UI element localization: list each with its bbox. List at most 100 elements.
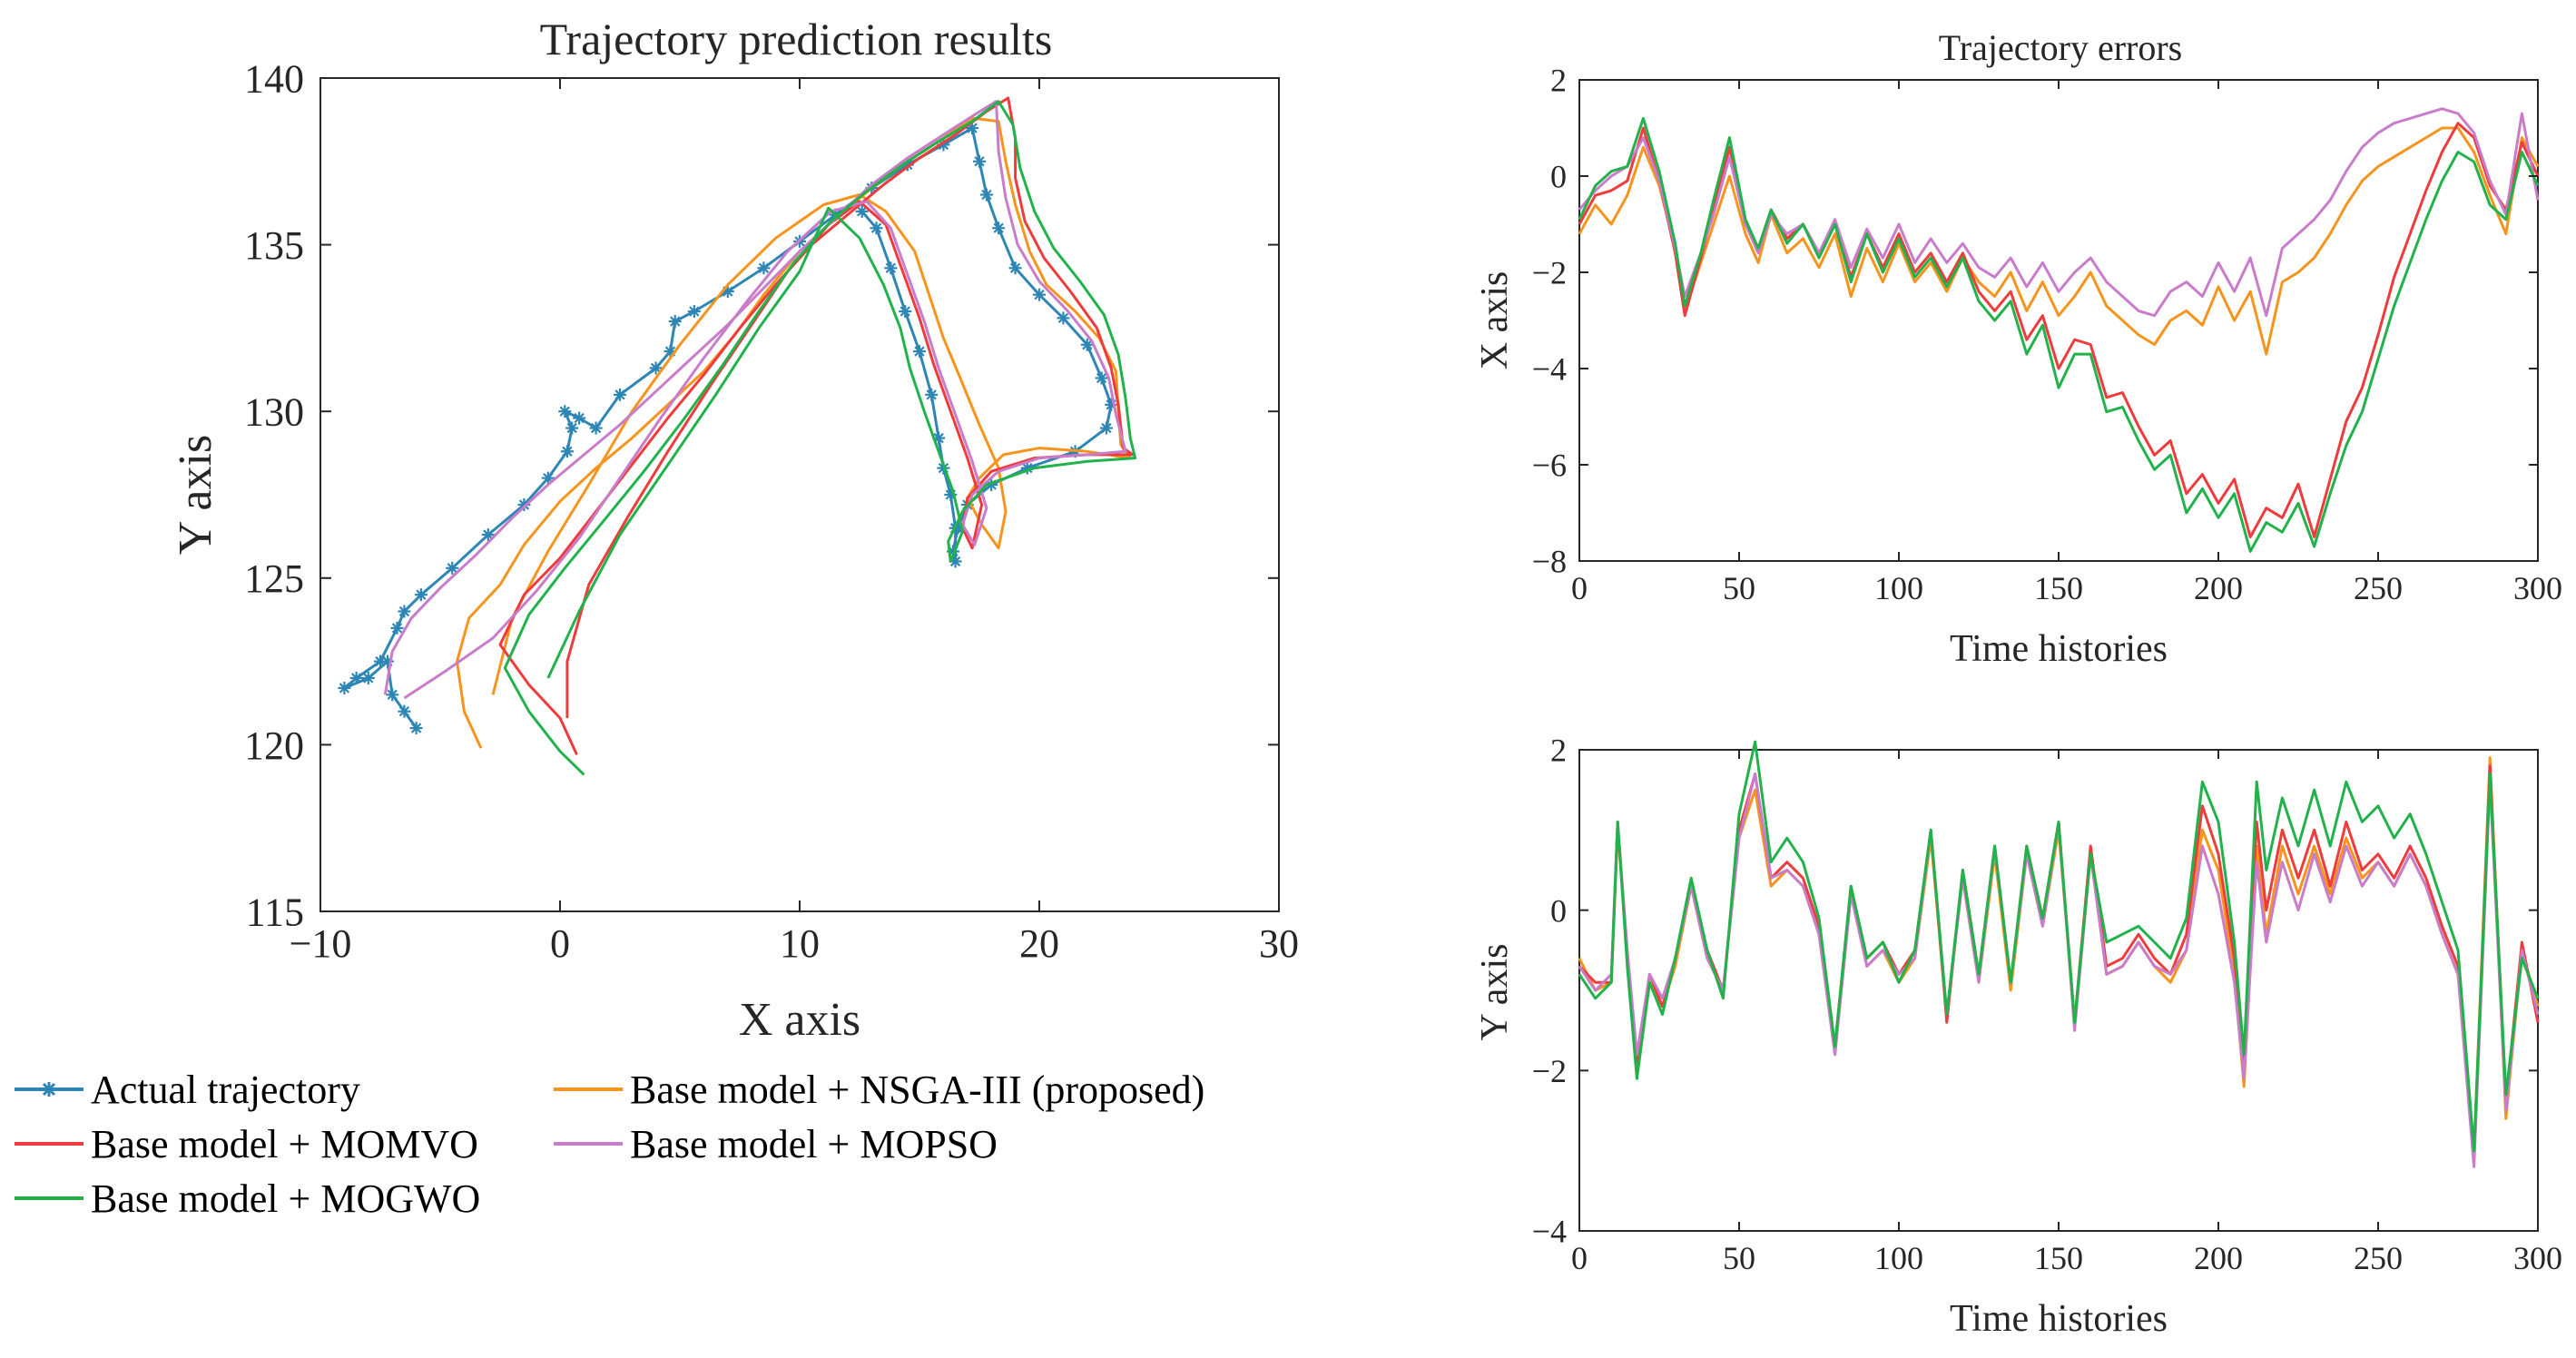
yerr-xtick-label-1: 50 (1723, 1240, 1755, 1276)
xerr-xtick-label-0: 0 (1571, 570, 1588, 606)
xerr-series-nsga (1578, 126, 2540, 356)
legend-swatch-mogwo (15, 1196, 84, 1200)
traj-actual-point-36 (1008, 261, 1022, 275)
xerr-series-momvo (1578, 122, 2540, 538)
yerr-ylabel: Y axis (1474, 944, 1516, 1041)
traj-series-mopso (383, 100, 1127, 700)
traj-ytick-label-2: 125 (244, 556, 304, 601)
traj-actual-point-8 (390, 621, 404, 635)
legend-item-actual: Actual trajectory (13, 1068, 360, 1112)
traj-actual-point-18 (573, 411, 586, 425)
traj-actual-point-16 (565, 421, 579, 435)
traj-actual-point-9 (398, 605, 411, 618)
traj-xlabel: X axis (739, 994, 860, 1046)
traj-actual-point-4 (361, 671, 375, 684)
xerr-ytick-label-5: 2 (1550, 63, 1567, 99)
y-error-chart: 0 50 100 150 200 250 300−4−202 Time histories … (1474, 733, 2562, 1340)
traj-actual-point-37 (1033, 288, 1046, 301)
traj-actual-point-57 (884, 261, 898, 275)
xerr-ytick-label-4: 0 (1550, 159, 1567, 195)
traj-actual-point-59 (855, 204, 869, 218)
yerr-xtick-label-2: 100 (1874, 1240, 1923, 1276)
traj-ytick-label-1: 120 (244, 723, 304, 768)
traj-actual-point-56 (899, 305, 912, 319)
xerr-chart-title: Trajectory errors (1939, 27, 2182, 68)
xerr-xtick-label-4: 200 (2194, 570, 2243, 606)
yerr-xtick-label-5: 250 (2354, 1240, 2403, 1276)
traj-actual-point-26 (757, 261, 771, 275)
xerr-series-mogwo (1578, 116, 2540, 553)
traj-series-group (338, 96, 1137, 776)
traj-series-actual (342, 126, 1113, 729)
traj-ytick-label-0: 115 (246, 890, 304, 934)
legend-label-mopso: Base model + MOPSO (630, 1121, 998, 1166)
traj-actual-point-17 (558, 405, 572, 418)
traj-actual-point-2 (386, 688, 399, 702)
traj-actual-point-24 (687, 305, 701, 319)
traj-chart-title: Trajectory prediction results (540, 14, 1053, 64)
traj-ytick-label-4: 135 (244, 223, 304, 268)
yerr-xtick-label-6: 300 (2513, 1240, 2562, 1276)
traj-series-mogwo (503, 100, 1137, 776)
xerr-xtick-label-2: 100 (1874, 570, 1923, 606)
yerr-series-group (1578, 740, 2540, 1168)
traj-actual-point-38 (1057, 311, 1070, 325)
traj-xtick-label-3: 20 (1019, 921, 1059, 966)
traj-actual-point-11 (446, 561, 459, 575)
traj-actual-point-20 (614, 388, 626, 401)
traj-actual-point-23 (668, 315, 682, 329)
legend-swatch-nsga (554, 1087, 623, 1091)
traj-xtick-label-0: −10 (290, 921, 352, 966)
traj-ticks-group: −10 0 10 20 30 115 120 125 130 135 140 (244, 56, 1299, 966)
xerr-ytick-label-0: −8 (1532, 544, 1567, 580)
traj-actual-point-40 (1095, 371, 1108, 385)
yerr-xtick-label-0: 0 (1571, 1240, 1588, 1276)
xerr-xtick-label-1: 50 (1723, 570, 1755, 606)
xerr-xtick-label-3: 150 (2034, 570, 2083, 606)
traj-actual-point-19 (589, 421, 603, 435)
traj-actual-point-39 (1080, 338, 1094, 351)
legend-label-nsga: Base model + NSGA-III (proposed) (630, 1067, 1205, 1112)
traj-ytick-label-3: 130 (244, 390, 304, 435)
trajectory-chart: Trajectory prediction results −10 0 10 20 30… (170, 14, 1299, 1046)
xerr-xtick-label-5: 250 (2354, 570, 2403, 606)
xerr-plot-frame (1578, 79, 2539, 562)
xerr-ytick-label-1: −6 (1532, 448, 1567, 484)
traj-xtick-label-1: 0 (550, 921, 570, 966)
xerr-ticks-group: 0 50 100 150 200 250 300 −8 −6 −4 −2 0 2 (1532, 63, 2562, 606)
traj-actual-point-33 (973, 154, 986, 168)
traj-actual-point-53 (932, 431, 946, 445)
traj-actual-point-7 (374, 654, 387, 668)
x-error-chart: Trajectory errors 0 50 100 150 200 250 300 −8 −6… (1474, 27, 2562, 670)
yerr-xtick-label-4: 200 (2194, 1240, 2243, 1276)
legend-swatch-actual (15, 1082, 84, 1097)
legend-swatch-momvo (15, 1142, 84, 1146)
traj-actual-point-42 (1099, 421, 1113, 435)
traj-actual-point-55 (913, 345, 926, 359)
xerr-xtick-label-6: 300 (2513, 570, 2562, 606)
yerr-xlabel: Time histories (1950, 1298, 2168, 1340)
traj-ylabel: Y axis (170, 435, 221, 555)
legend-swatch-mopso (554, 1142, 623, 1146)
yerr-ticks-group: 0 50 100 150 200 250 300 −4 −2 0 2 (1532, 733, 2562, 1276)
traj-xtick-label-2: 10 (780, 921, 820, 966)
yerr-series-mogwo (1578, 740, 2540, 1153)
xerr-series-mopso (1578, 107, 2540, 318)
legend-label-mogwo: Base model + MOGWO (91, 1176, 481, 1221)
traj-xtick-label-4: 30 (1259, 921, 1299, 966)
yerr-series-nsga (1578, 756, 2540, 1153)
xerr-ytick-label-2: −4 (1532, 351, 1567, 388)
traj-series-momvo (498, 96, 1135, 756)
traj-actual-point-58 (870, 221, 883, 235)
yerr-ytick-label-1: −2 (1532, 1053, 1567, 1089)
legend-item-mopso: Base model + MOPSO (552, 1122, 998, 1166)
xerr-ylabel: X axis (1474, 271, 1516, 370)
traj-actual-point-6 (349, 671, 363, 684)
traj-actual-point-21 (649, 361, 663, 375)
legend-item-momvo: Base model + MOMVO (13, 1122, 478, 1166)
traj-actual-point-15 (560, 445, 574, 458)
yerr-ytick-label-3: 2 (1550, 733, 1567, 769)
traj-actual-point-5 (338, 681, 351, 694)
traj-actual-point-54 (925, 388, 939, 401)
